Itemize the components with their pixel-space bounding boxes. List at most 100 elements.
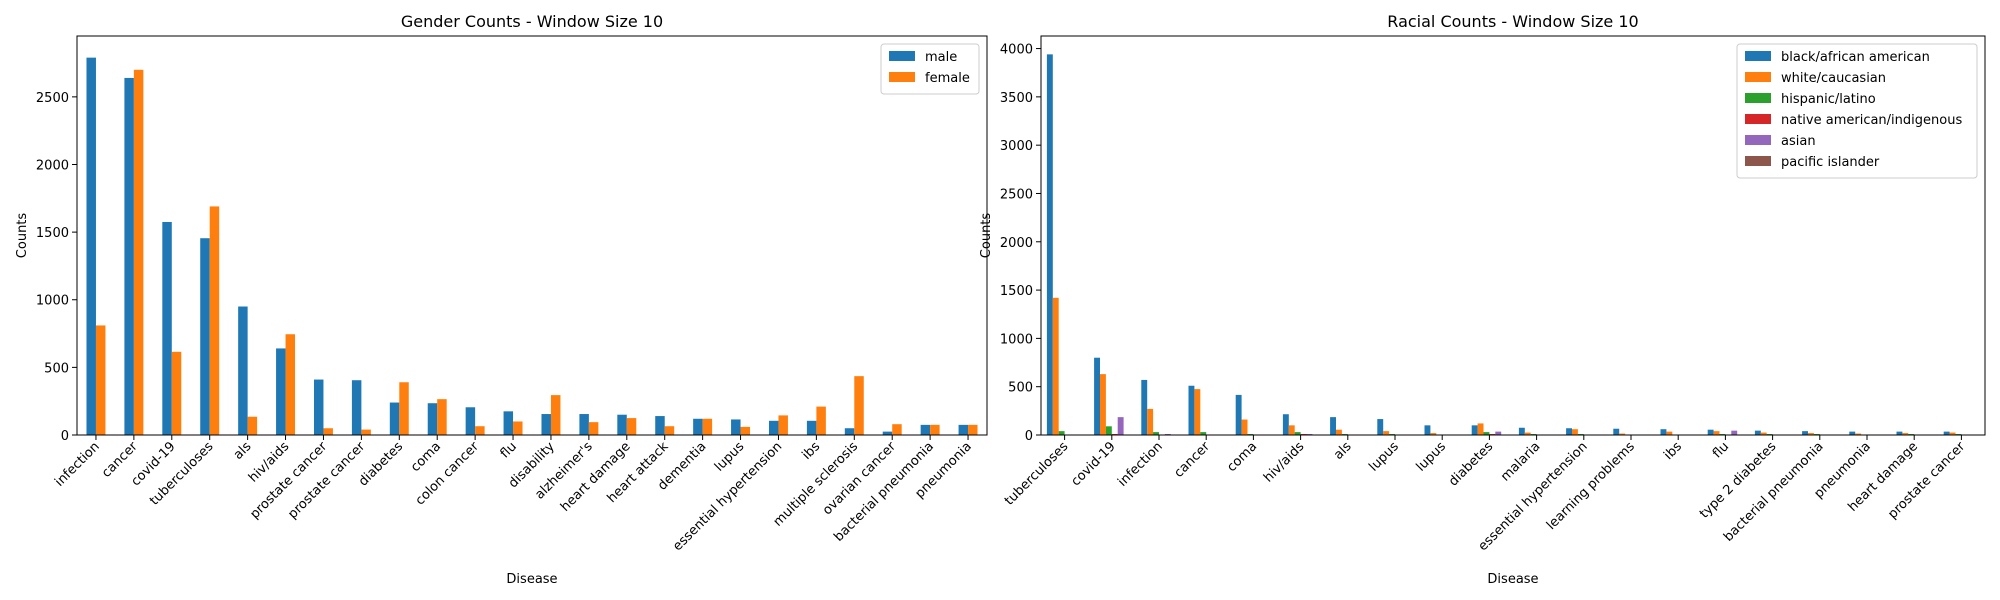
legend-swatch <box>1745 93 1771 103</box>
bar-female <box>854 376 864 435</box>
y-tick-label: 1500 <box>1000 284 1033 299</box>
bar-male <box>806 420 817 435</box>
bar-female <box>778 415 788 435</box>
bar-female <box>702 418 713 435</box>
bar-female <box>588 422 599 435</box>
x-tick-label: coma <box>408 439 444 475</box>
bar-male <box>731 419 741 435</box>
legend-label: native american/indigenous <box>1781 113 1962 128</box>
racial-counts-chart: Racial Counts - Window Size 10 0 500 1000 15… <box>979 12 1986 587</box>
x-tick-label: coma <box>1224 439 1260 475</box>
bar-white-caucasian <box>1336 429 1342 435</box>
x-tick-label: lupus <box>1414 439 1450 475</box>
bar-male <box>389 402 400 435</box>
bar-white-caucasian <box>1666 431 1673 435</box>
x-tick-label: flu <box>498 439 520 461</box>
bar-male <box>579 414 589 435</box>
bar-asian <box>1117 417 1124 435</box>
legend-label: black/african american <box>1781 50 1930 65</box>
x-axis-label: Disease <box>1487 572 1538 587</box>
y-tick-label: 1500 <box>36 226 69 241</box>
legend-frame <box>1736 43 1978 179</box>
legend-swatch <box>1745 114 1771 124</box>
bar-hispanic-latino <box>1105 426 1112 435</box>
y-tick-label: 1000 <box>36 294 69 309</box>
bar-male <box>351 380 362 435</box>
legend-label: asian <box>1781 134 1816 149</box>
x-tick-label: als <box>231 439 255 463</box>
y-tick-label: 2500 <box>36 91 69 106</box>
bar-female <box>475 426 485 435</box>
bar-male <box>276 348 286 435</box>
bar-white-caucasian <box>1477 423 1484 435</box>
x-tick-label: ibs <box>1661 439 1685 463</box>
bar-female <box>626 418 637 435</box>
bar-female <box>247 416 258 435</box>
bar-male <box>693 418 703 435</box>
bar-white-caucasian <box>1713 431 1720 435</box>
bar-black-african-american <box>1188 385 1195 435</box>
bar-black-african-american <box>1377 419 1384 435</box>
gender-counts-chart: Gender Counts - Window Size 10 0 500 1000 15… <box>15 12 988 587</box>
bar-female <box>209 206 220 435</box>
bar-white-caucasian <box>1100 374 1106 435</box>
legend-swatch <box>1745 72 1771 82</box>
bar-white-caucasian <box>1383 431 1390 435</box>
x-tick-label: als <box>1331 439 1355 463</box>
bar-male <box>882 431 893 435</box>
bar-white-caucasian <box>1052 297 1059 435</box>
bar-female <box>323 428 333 435</box>
bar-male <box>124 77 134 436</box>
bar-female <box>816 406 826 435</box>
bar-white-caucasian <box>1760 432 1767 435</box>
bar-black-african-american <box>1330 417 1336 435</box>
bar-black-african-american <box>1094 357 1100 435</box>
x-tick-label: flu <box>1710 439 1732 461</box>
bar-hispanic-latino <box>1483 432 1490 435</box>
bar-white-caucasian <box>1855 433 1862 435</box>
bar-black-african-american <box>1707 429 1714 435</box>
bar-black-african-american <box>1235 394 1242 435</box>
x-tick-label: lupus <box>712 439 748 475</box>
legend: black/african american white/caucasian his… <box>1736 43 1978 179</box>
bar-female <box>513 421 523 435</box>
x-tick-label: malaria <box>1498 439 1543 484</box>
bar-male <box>920 424 931 435</box>
x-tick-label: covid-19 <box>1068 439 1118 489</box>
bar-white-caucasian <box>1808 433 1814 435</box>
chart-title: Gender Counts - Window Size 10 <box>401 12 663 31</box>
bar-asian <box>1495 431 1502 435</box>
y-tick-label: 3000 <box>1000 139 1033 154</box>
bar-hispanic-latino <box>1294 432 1301 435</box>
bar-female <box>399 382 409 435</box>
x-tick-label: infection <box>52 439 103 490</box>
y-axis-label: Counts <box>15 213 30 259</box>
bar-white-caucasian <box>1241 419 1248 435</box>
bar-black-african-american <box>1849 431 1856 435</box>
x-tick-label: infection <box>1115 439 1166 490</box>
y-tick-label: 1000 <box>1000 332 1033 347</box>
legend-swatch <box>1745 135 1771 145</box>
bar-male <box>655 416 665 435</box>
bar-black-african-american <box>1613 428 1620 435</box>
legend: male female <box>880 43 980 95</box>
bar-white-caucasian <box>1902 433 1909 435</box>
bar-male <box>427 403 438 435</box>
bar-male <box>768 420 779 435</box>
bar-black-african-american <box>1424 425 1431 435</box>
x-tick-label: tuberculoses <box>1002 439 1072 509</box>
y-axis-label: Counts <box>979 213 994 259</box>
bar-male <box>313 379 324 435</box>
legend-label: white/caucasian <box>1781 71 1886 86</box>
bar-black-african-american <box>1282 414 1289 435</box>
bar-female <box>930 424 940 435</box>
bar-male <box>503 411 514 435</box>
legend-swatch <box>889 51 915 61</box>
y-tick-label: 500 <box>44 361 69 376</box>
bar-female <box>550 395 561 435</box>
bar-white-caucasian <box>1147 408 1154 435</box>
y-tick-label: 4000 <box>1000 43 1033 58</box>
y-tick-label: 2000 <box>36 158 69 173</box>
bar-white-caucasian <box>1430 433 1437 435</box>
